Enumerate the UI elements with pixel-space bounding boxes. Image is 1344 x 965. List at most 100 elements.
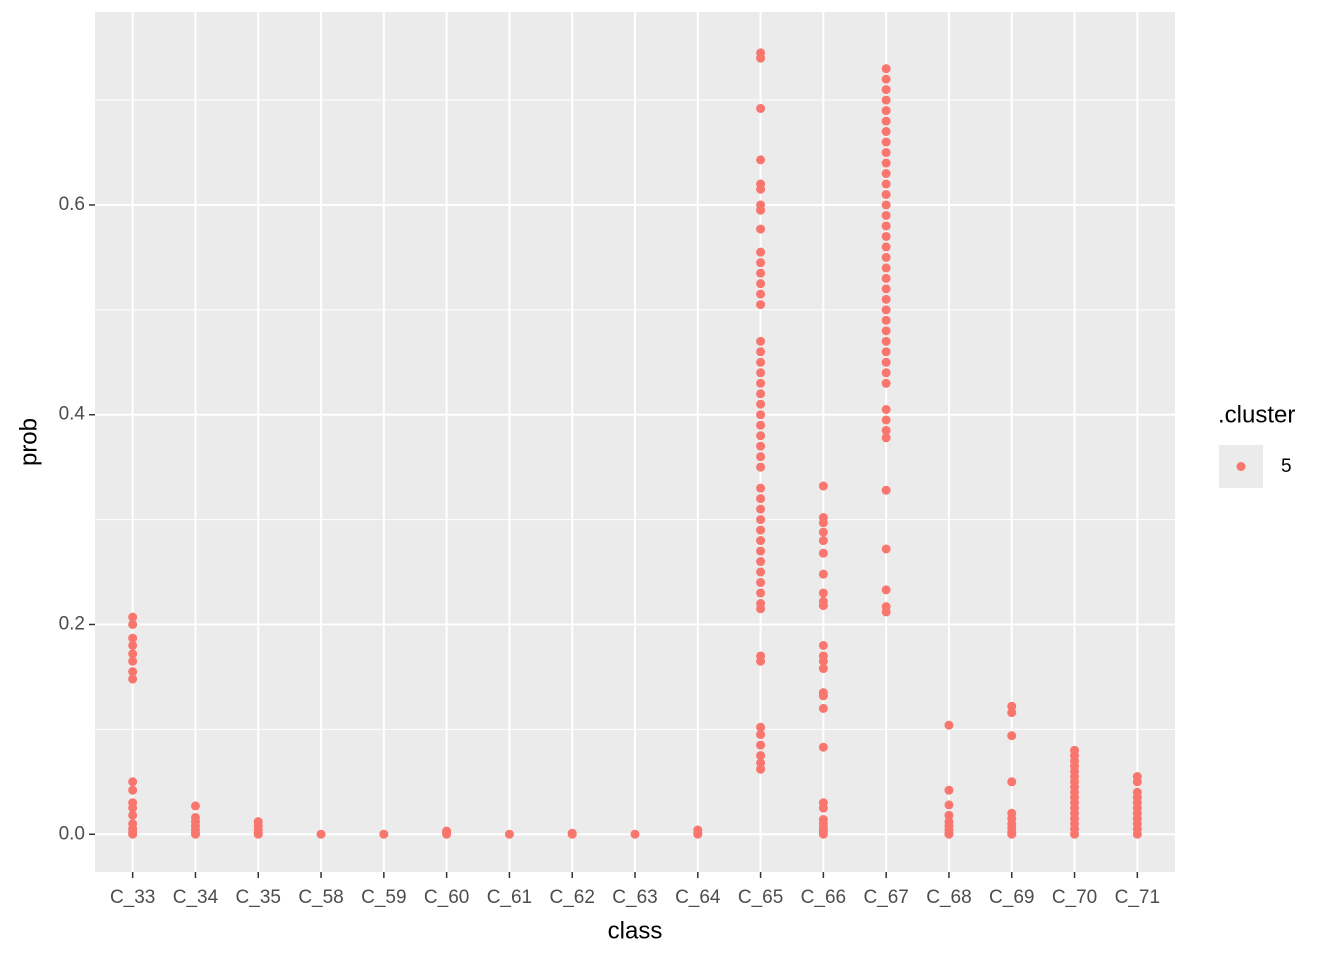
point: [818, 601, 828, 611]
x-tick-label: C_68: [926, 887, 971, 908]
x-tick-label: C_34: [173, 887, 219, 908]
point: [881, 294, 891, 304]
point: [756, 483, 766, 493]
point: [881, 378, 891, 388]
point: [756, 224, 766, 234]
x-axis-title: class: [608, 917, 663, 944]
point: [756, 722, 766, 732]
point: [630, 829, 640, 839]
legend-marker: [1236, 462, 1246, 471]
point: [881, 210, 891, 220]
point: [128, 619, 138, 629]
point: [756, 441, 766, 451]
point: [756, 368, 766, 378]
point: [128, 829, 138, 839]
y-tick-label: 0.2: [59, 614, 85, 635]
legend-label: 5: [1281, 456, 1292, 477]
point: [756, 740, 766, 750]
y-tick-label: 0.6: [59, 194, 85, 215]
point: [818, 656, 828, 666]
point: [756, 588, 766, 598]
point: [756, 410, 766, 420]
x-tick-label: C_35: [236, 887, 281, 908]
point: [756, 289, 766, 299]
point: [944, 785, 954, 795]
point: [253, 829, 263, 839]
point: [756, 452, 766, 462]
point: [881, 415, 891, 425]
point: [881, 148, 891, 158]
point: [881, 284, 891, 294]
point: [128, 612, 138, 622]
point: [442, 829, 452, 839]
point: [881, 189, 891, 199]
point: [818, 829, 828, 839]
point: [756, 536, 766, 546]
point: [190, 829, 200, 839]
point: [881, 544, 891, 554]
point: [818, 691, 828, 701]
point: [756, 604, 766, 614]
point: [881, 357, 891, 367]
point: [756, 184, 766, 194]
point: [756, 578, 766, 588]
point: [756, 103, 766, 113]
point: [128, 656, 138, 666]
point: [756, 504, 766, 514]
point: [818, 703, 828, 713]
points: [128, 48, 1142, 839]
point: [881, 315, 891, 325]
point: [881, 326, 891, 336]
point: [818, 640, 828, 650]
point: [818, 569, 828, 579]
point: [756, 205, 766, 215]
point: [128, 649, 138, 659]
x-tick-label: C_33: [110, 887, 155, 908]
point: [881, 200, 891, 210]
point: [881, 137, 891, 147]
point: [1007, 731, 1017, 741]
point: [881, 169, 891, 179]
x-tick-label: C_63: [612, 887, 657, 908]
point: [818, 742, 828, 752]
point: [818, 518, 828, 528]
point: [944, 810, 954, 820]
x-tick-label: C_64: [675, 887, 721, 908]
point: [818, 664, 828, 674]
point: [756, 258, 766, 268]
point: [881, 231, 891, 241]
point: [756, 155, 766, 165]
point: [881, 179, 891, 189]
x-tick-label: C_65: [738, 887, 783, 908]
x-tick-label: C_58: [298, 887, 343, 908]
point: [818, 588, 828, 598]
point: [881, 273, 891, 283]
point: [756, 420, 766, 430]
point: [944, 720, 954, 730]
point: [881, 95, 891, 105]
point: [756, 268, 766, 278]
x-tick-label: C_60: [424, 887, 469, 908]
point: [881, 433, 891, 443]
point: [756, 389, 766, 399]
point: [881, 263, 891, 273]
point: [756, 431, 766, 441]
point: [818, 548, 828, 558]
point: [128, 777, 138, 787]
point: [881, 85, 891, 95]
x-tick-label: C_67: [863, 887, 908, 908]
point: [881, 106, 891, 116]
point: [881, 305, 891, 315]
point: [944, 829, 954, 839]
point: [756, 494, 766, 504]
point: [756, 378, 766, 388]
x-tick-label: C_62: [549, 887, 594, 908]
point: [128, 667, 138, 677]
point: [128, 785, 138, 795]
point: [881, 485, 891, 495]
point: [756, 758, 766, 768]
point: [881, 336, 891, 346]
point: [818, 527, 828, 537]
point: [756, 764, 766, 774]
point: [756, 462, 766, 472]
